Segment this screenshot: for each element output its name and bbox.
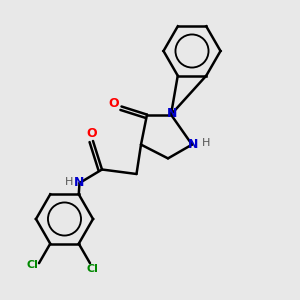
Text: H: H [202, 138, 210, 148]
Text: O: O [86, 127, 97, 140]
Text: N: N [74, 176, 85, 189]
Text: Cl: Cl [26, 260, 38, 270]
Text: N: N [167, 106, 178, 120]
Text: Cl: Cl [86, 264, 98, 274]
Text: H: H [65, 177, 73, 187]
Text: N: N [188, 138, 199, 151]
Text: O: O [109, 97, 119, 110]
